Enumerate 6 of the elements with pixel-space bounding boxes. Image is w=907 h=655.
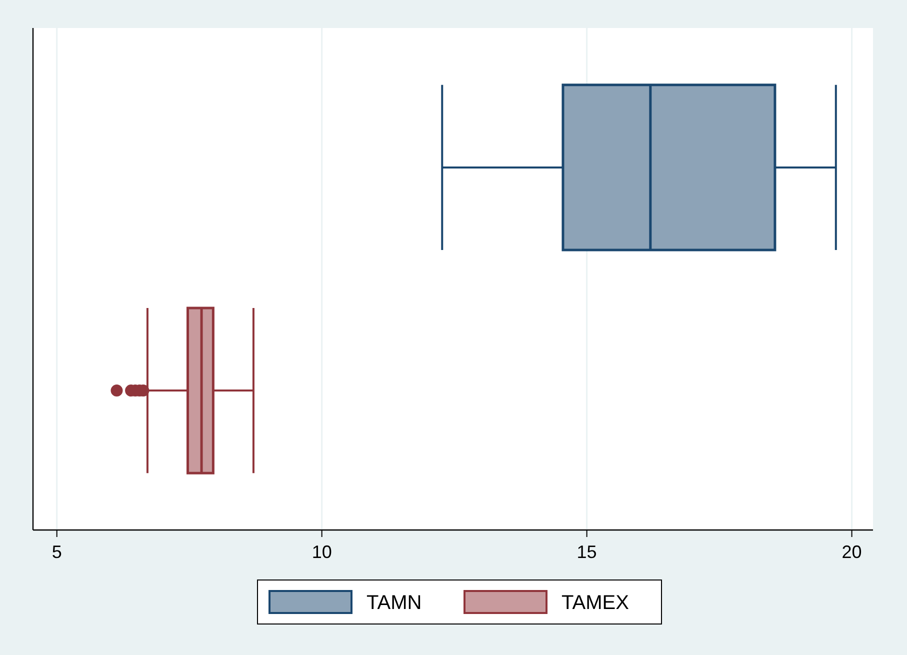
legend-label: TAMEX — [562, 592, 629, 614]
legend-label: TAMN — [366, 592, 422, 614]
x-tick-label: 20 — [842, 542, 862, 562]
x-tick-label: 10 — [312, 542, 332, 562]
x-tick-label: 5 — [52, 542, 62, 562]
x-tick-label: 15 — [576, 542, 597, 562]
